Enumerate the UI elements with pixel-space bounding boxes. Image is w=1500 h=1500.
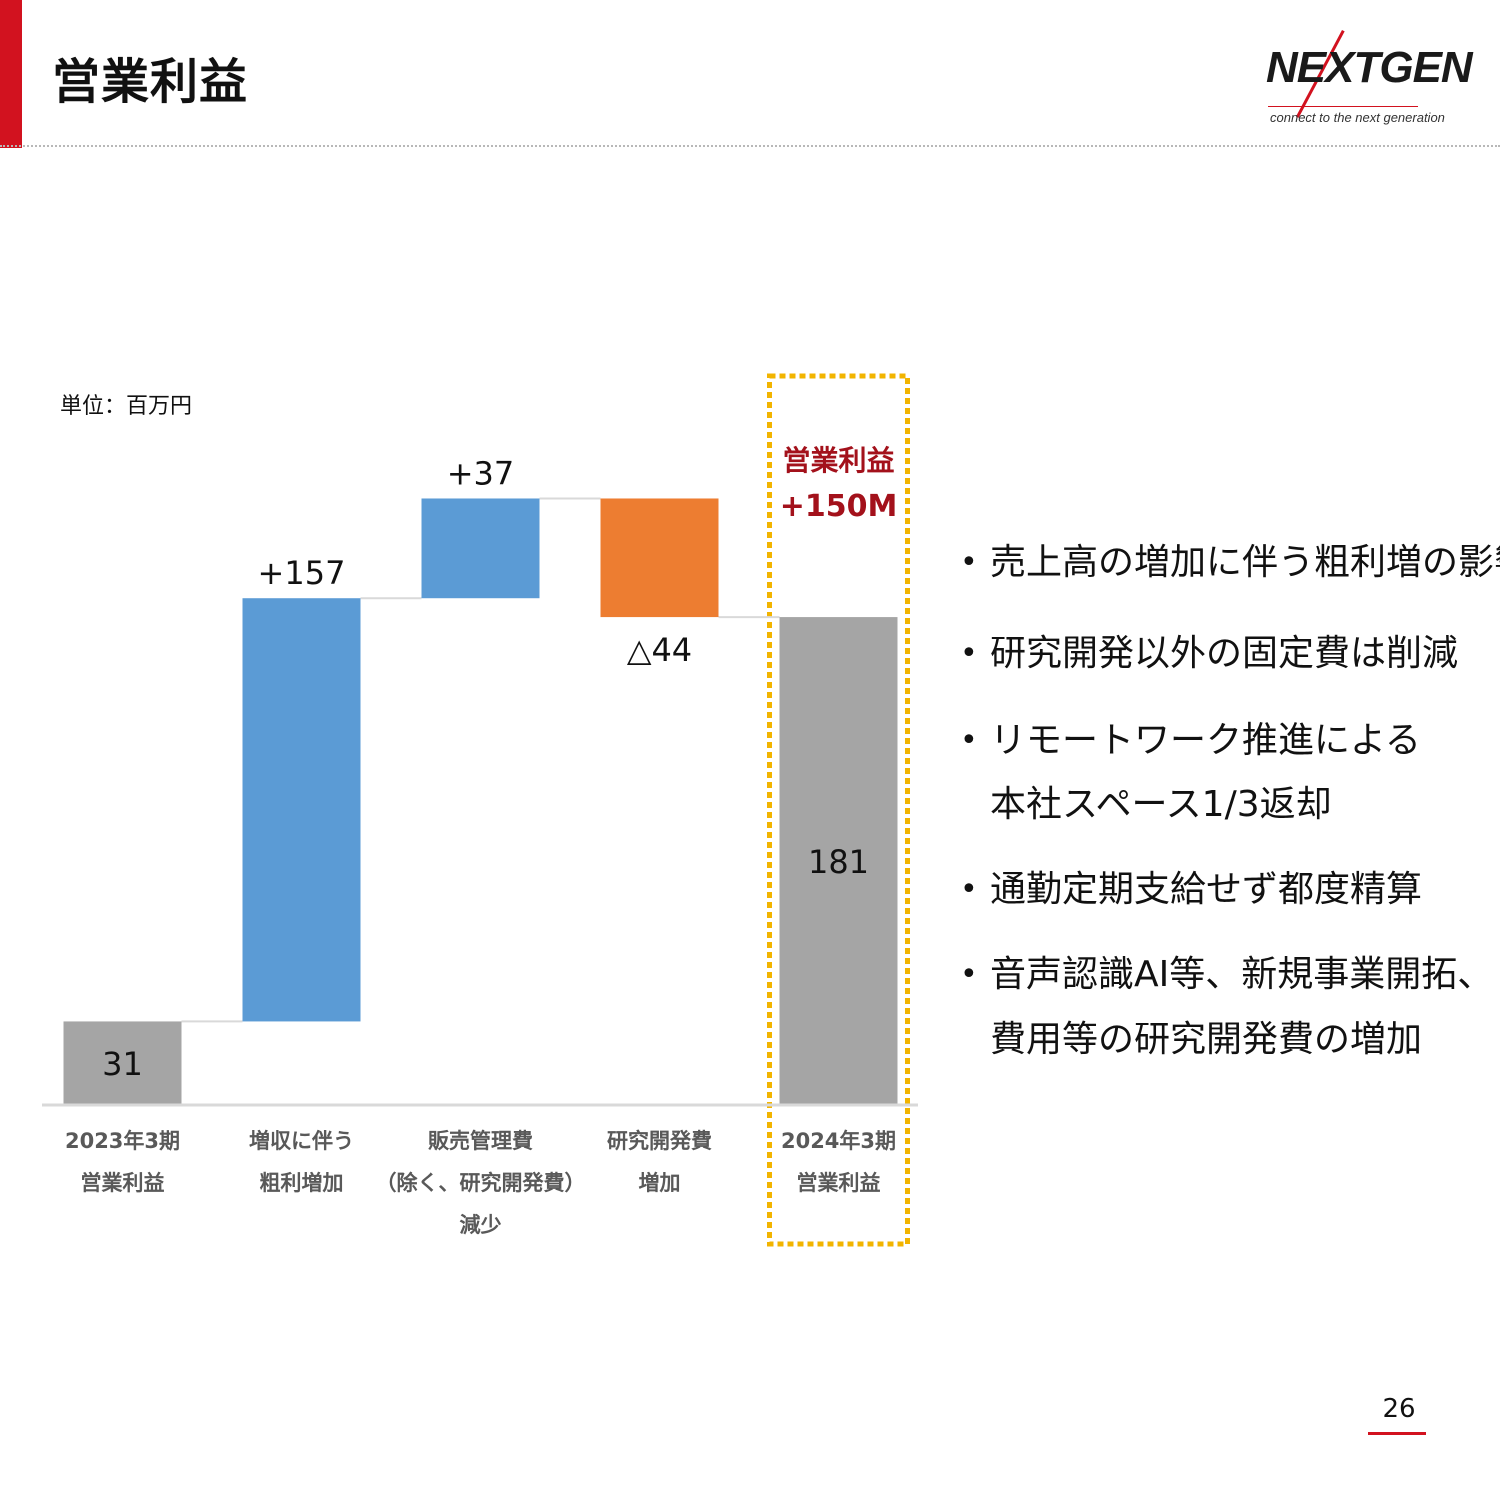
bullet-item: 売上高の増加に伴う粗利増の影響大 (960, 540, 1500, 587)
bar-decrease (600, 498, 719, 618)
bullet-item: 通勤定期支給せず都度精算 (960, 867, 1480, 914)
logo-wordmark: NEXTGEN (1266, 43, 1473, 92)
company-logo: NEXTGEN connect to the next generation (1262, 30, 1473, 130)
x-tick-label: 2023年3期 (65, 1129, 180, 1153)
bar-increase (421, 498, 540, 599)
highlight-label-value: +150M (780, 489, 898, 524)
bar-total (63, 1021, 182, 1105)
data-label: 181 (808, 843, 869, 881)
x-tick-label: 減少 (460, 1213, 502, 1237)
bullet-text: リモートワーク推進による (990, 719, 1421, 761)
data-label: +157 (258, 554, 346, 592)
highlight-frame (767, 373, 910, 1247)
bullet-text: 通勤定期支給せず都度精算 (990, 869, 1423, 911)
title-accent-bar (0, 0, 22, 148)
title-divider (0, 145, 1500, 147)
x-tick-label: （除く、研究開発費） (376, 1171, 586, 1195)
page-title: 営業利益 (52, 54, 249, 110)
page-number-underline (1368, 1432, 1426, 1435)
bullet-text: 本社スペース1/3返却 (990, 784, 1332, 826)
bullet-text: 売上高の増加に伴う粗利増の影響大 (990, 542, 1500, 583)
x-tick-label: 営業利益 (797, 1171, 881, 1195)
bar-increase (242, 598, 361, 1022)
page-number: 26 (1382, 1394, 1416, 1424)
data-label: +37 (447, 454, 515, 492)
bullet-text: 研究開発以外の固定費は削減 (990, 632, 1459, 674)
bullet-text: 費用等の研究開発費の増加 (990, 1018, 1423, 1060)
bullet-text: 音声認識AI等、新規事業開拓、 (990, 953, 1494, 995)
x-tick-label: 販売管理費 (428, 1129, 533, 1153)
x-tick-label: 粗利増加 (260, 1171, 344, 1195)
x-tick-label: 2024年3期 (781, 1129, 896, 1153)
logo-underline (1268, 106, 1418, 107)
x-tick-label: 営業利益 (81, 1171, 165, 1195)
x-tick-label: 増収に伴う (249, 1129, 354, 1153)
logo-tagline: connect to the next generation (1270, 110, 1445, 125)
unit-label: 単位：百万円 (60, 394, 193, 419)
bullet-item: 研究開発以外の固定費は削減 (960, 631, 1480, 678)
x-tick-label: 増加 (639, 1171, 681, 1195)
highlight-label-title: 営業利益 (782, 444, 894, 477)
bullet-item: 音声認識AI等、新規事業開拓、費用等の研究開発費の増加 (960, 952, 1494, 1064)
waterfall-chart: 営業利益+150M31+157+37△441812023年3期営業利益増収に伴う… (42, 373, 918, 1247)
bar-total (779, 617, 898, 1105)
data-label: 31 (102, 1045, 143, 1083)
x-tick-label: 研究開発費 (607, 1129, 712, 1153)
bullet-list: 売上高の増加に伴う粗利増の影響大研究開発以外の固定費は削減リモートワーク推進によ… (960, 540, 1500, 1064)
data-label: △44 (627, 631, 692, 669)
